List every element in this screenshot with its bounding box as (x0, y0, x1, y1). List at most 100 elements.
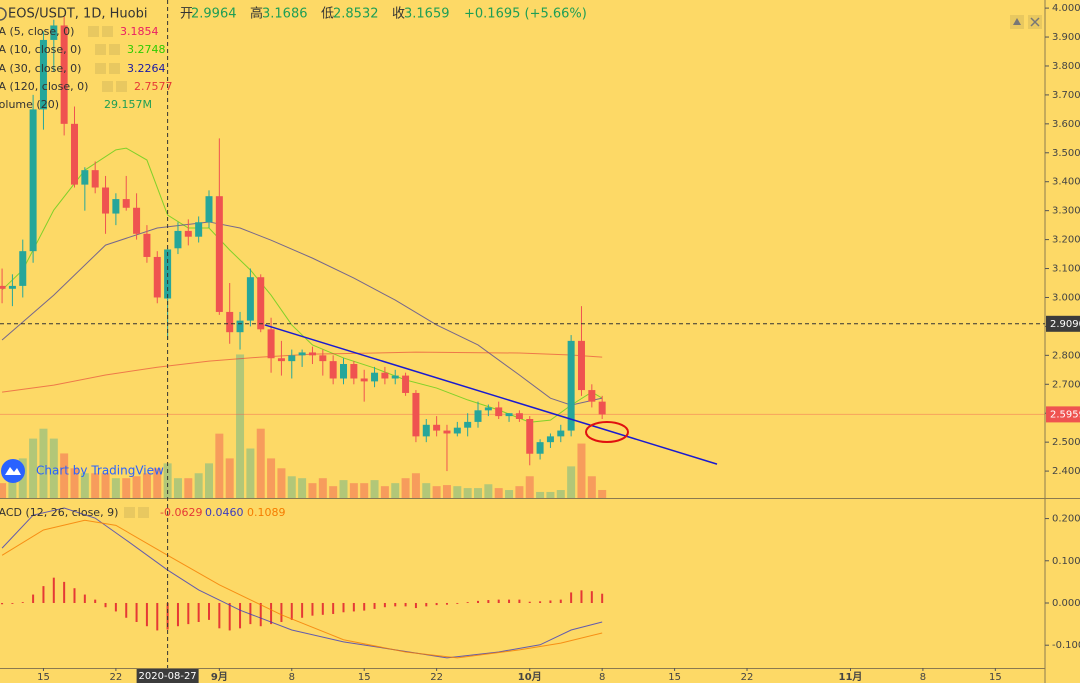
volume-bar (256, 428, 265, 498)
volume-bar (474, 488, 483, 498)
histogram-bar (104, 602, 107, 608)
candle-body (215, 196, 223, 312)
volume-bar (18, 458, 27, 498)
volume-bar (111, 478, 120, 498)
volume-bar (225, 458, 234, 498)
histogram-bar (94, 599, 97, 603)
candle-body (577, 340, 585, 391)
volume-bar (360, 483, 369, 498)
volume-bar (318, 478, 327, 498)
volume-bar (587, 476, 596, 498)
volume-bar (329, 486, 338, 498)
volume-bar (298, 478, 307, 498)
histogram-bar (394, 602, 397, 607)
x-tick-label: 9月 (211, 671, 228, 683)
histogram-bar (63, 581, 66, 603)
volume-bar (349, 483, 358, 498)
volume-bar (577, 443, 586, 498)
watermark[interactable]: Chart by TradingView (1, 459, 164, 483)
legend-button (116, 81, 127, 92)
histogram-bar (539, 601, 542, 603)
y-tick-label: 3.2000 (1052, 235, 1080, 246)
histogram-bar (1, 602, 4, 605)
histogram-bar (208, 602, 210, 620)
legend-button (109, 44, 120, 55)
histogram-bar (83, 594, 86, 603)
candle-body (174, 230, 182, 249)
legend-value: 3.2264 (127, 62, 166, 75)
candle-body (371, 372, 379, 382)
candle-body (19, 251, 27, 286)
candle-body (195, 222, 203, 237)
histogram-bar (239, 602, 242, 629)
candle-body (484, 407, 492, 411)
field-value: 3.1659 (404, 7, 450, 22)
histogram-bar (456, 602, 459, 604)
x-tick-label: 8 (289, 672, 295, 683)
histogram-bar (176, 602, 179, 627)
highlight-ellipse (585, 421, 629, 443)
histogram-bar (249, 602, 252, 625)
candle-body (205, 196, 213, 223)
candle-body (184, 230, 192, 237)
histogram-bar (280, 602, 283, 622)
volume-bar (101, 473, 110, 498)
volume-bar (453, 486, 462, 498)
candle-body (102, 187, 110, 214)
candle-body (81, 170, 89, 185)
x-tick-label: 22 (741, 672, 754, 683)
volume-bar (49, 438, 58, 498)
candle-body (505, 413, 513, 417)
volume-bar (29, 438, 38, 498)
field-value: 2.9964 (191, 7, 237, 22)
legend-name: MA (120, close, 0) (0, 80, 88, 93)
crosshair-x-label: 2020-08-27 (139, 671, 197, 682)
histogram-bar (601, 593, 604, 603)
candle-body (60, 25, 68, 124)
x-tick-label: 11月 (839, 671, 863, 683)
candle-body (308, 352, 316, 356)
volume-bar (484, 484, 493, 498)
volume-bar (277, 468, 286, 498)
histogram-bar (145, 602, 148, 627)
legend-button (88, 26, 99, 37)
candle-body (412, 392, 420, 437)
volume-bar (494, 488, 503, 498)
candle-body (515, 413, 523, 420)
field-value: 2.8532 (333, 7, 379, 22)
volume-bar (339, 480, 348, 498)
histogram-bar (549, 600, 552, 603)
candle-body (122, 199, 130, 208)
histogram-bar (73, 588, 76, 603)
candle-body (557, 430, 565, 437)
y-tick-label: 0.2000 (1052, 514, 1080, 525)
legend-button (95, 63, 106, 74)
volume-bar (442, 485, 451, 498)
volume-bar (0, 483, 7, 498)
volume-bar (556, 490, 565, 498)
pane-buttons[interactable] (1010, 15, 1042, 29)
x-tick-label: 15 (989, 672, 1002, 683)
candle-body (70, 123, 78, 185)
last-price-box (1046, 406, 1080, 423)
y-tick-label: 3.8000 (1052, 61, 1080, 72)
histogram-bar (590, 591, 593, 603)
y-tick-label: 2.8000 (1052, 350, 1080, 361)
histogram-bar (414, 602, 417, 609)
y-tick-label: 2.4000 (1052, 466, 1080, 477)
histogram-bar (445, 602, 448, 605)
candle-body (546, 436, 554, 443)
histogram-bar (425, 602, 428, 607)
histogram-bar (342, 602, 345, 613)
y-tick-label: 2.5000 (1052, 437, 1080, 448)
candle-body (288, 355, 296, 362)
candle-body (319, 355, 327, 362)
candle-body (226, 311, 234, 333)
volume-bar (39, 428, 48, 498)
volume-bar (380, 486, 389, 498)
legend-name: MA (10, close, 0) (0, 43, 81, 56)
ma-line (1, 147, 603, 423)
